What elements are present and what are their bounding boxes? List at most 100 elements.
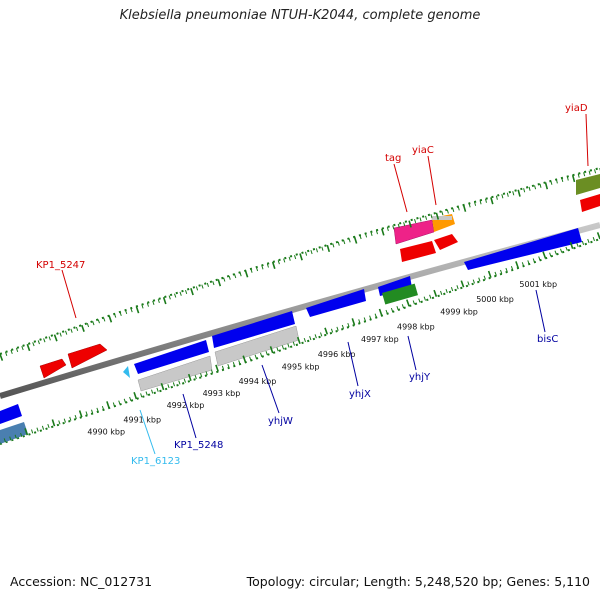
outer-tick [343, 239, 346, 245]
inner-tick [215, 364, 219, 372]
inner-tick [296, 336, 301, 345]
inner-tick [374, 313, 377, 318]
outer-tick [125, 309, 128, 315]
accession-text: Accession: NC_012731 [10, 574, 153, 589]
gene-left-steel[interactable] [0, 422, 28, 444]
label-kp1-6123: KP1_6123 [131, 456, 180, 467]
outer-tick [403, 222, 406, 227]
outer-tick [261, 265, 264, 270]
inner-tick [450, 287, 454, 292]
inner-tick [129, 396, 132, 401]
inner-tick [576, 242, 579, 247]
inner-tick [156, 387, 159, 392]
inner-tick [341, 324, 345, 329]
outer-tick [446, 209, 449, 214]
gene-tag-red[interactable] [400, 241, 436, 262]
gene-kp1-5247-a[interactable] [39, 358, 67, 379]
inner-tick [423, 296, 426, 301]
outer-tick [594, 169, 597, 174]
outer-tick [283, 258, 286, 263]
outer-tick [419, 217, 422, 222]
gene-yiaC-pseudo[interactable] [432, 216, 452, 220]
inner-tick [221, 365, 225, 370]
inner-tick [460, 280, 465, 288]
outer-tick [310, 249, 313, 255]
gene-leaders [61, 113, 589, 455]
inner-tick [133, 392, 138, 400]
outer-tick [212, 281, 215, 286]
gene-yhjX[interactable] [306, 289, 366, 317]
outer-tick [244, 270, 249, 278]
gene-bisC[interactable] [464, 228, 582, 270]
outer-tick [485, 198, 487, 203]
inner-tick [412, 300, 415, 305]
outer-tick [119, 311, 122, 316]
gene-yhjY-blue[interactable] [378, 276, 412, 296]
outer-tick [86, 323, 90, 328]
outer-tick [468, 203, 471, 208]
outer-tick [70, 328, 73, 333]
outer-tick [15, 347, 19, 353]
inner-tick [505, 267, 508, 273]
label-kp1-5248: KP1_5248 [174, 440, 223, 451]
outer-tick [190, 288, 194, 296]
genome-summary-text: Topology: circular; Length: 5,248,520 bp… [246, 574, 590, 589]
label-yiaC: yiaC [412, 145, 434, 156]
inner-tick [36, 427, 39, 432]
inner-tick [276, 347, 279, 352]
ruler-label: 4999 kbp [440, 308, 478, 317]
inner-tick [336, 326, 339, 331]
inner-tick [183, 378, 186, 383]
outer-tick [474, 201, 477, 206]
outer-tick [353, 236, 358, 244]
gene-kp1-5247-b[interactable] [67, 343, 108, 369]
outer-tick [5, 351, 8, 356]
outer-tick [288, 256, 291, 261]
gene-kp1-6123[interactable] [123, 366, 130, 378]
outer-tick [234, 273, 237, 279]
inner-tick [456, 285, 459, 290]
outer-tick [53, 334, 58, 342]
inner-tick [269, 346, 274, 354]
outer-tick [348, 238, 351, 243]
inner-tick [554, 250, 557, 255]
outer-tick [365, 233, 368, 238]
outer-tick [217, 279, 222, 287]
label-yhjY: yhjY [409, 372, 431, 383]
inner-tick [24, 428, 29, 436]
label-tag: tag [385, 153, 401, 164]
inner-tick [320, 332, 323, 337]
gene-yhjY[interactable] [382, 283, 418, 305]
outer-tick [571, 174, 576, 183]
inner-tick [101, 405, 105, 411]
gene-forward-small[interactable] [434, 234, 458, 250]
outer-tick [277, 260, 280, 265]
gene-yiaD[interactable] [576, 174, 600, 195]
outer-tick [414, 218, 417, 224]
outer-tick [534, 185, 537, 190]
outer-tick [550, 180, 553, 185]
inner-tick [3, 438, 6, 443]
outer-tick [305, 251, 308, 256]
inner-tick [483, 275, 486, 280]
outer-tick [512, 191, 515, 196]
outer-tick [32, 342, 35, 347]
outer-tick [271, 261, 276, 269]
gene-yhjW[interactable] [212, 311, 295, 348]
inner-tick [347, 322, 350, 328]
outer-tick [152, 300, 155, 305]
outer-tick [561, 177, 564, 183]
gene-kp1-5248[interactable] [134, 340, 209, 374]
outer-tick [392, 225, 395, 230]
ruler-label: 5001 kbp [519, 280, 557, 289]
gene-left-blue[interactable] [0, 404, 22, 424]
outer-tick [135, 306, 140, 314]
inner-tick [123, 398, 126, 403]
outer-tick [517, 189, 521, 197]
inner-tick [51, 419, 56, 427]
gene-yiaD-red[interactable] [580, 194, 600, 212]
inner-tick [91, 409, 94, 414]
outer-tick [430, 214, 433, 219]
inner-tick [292, 341, 295, 346]
